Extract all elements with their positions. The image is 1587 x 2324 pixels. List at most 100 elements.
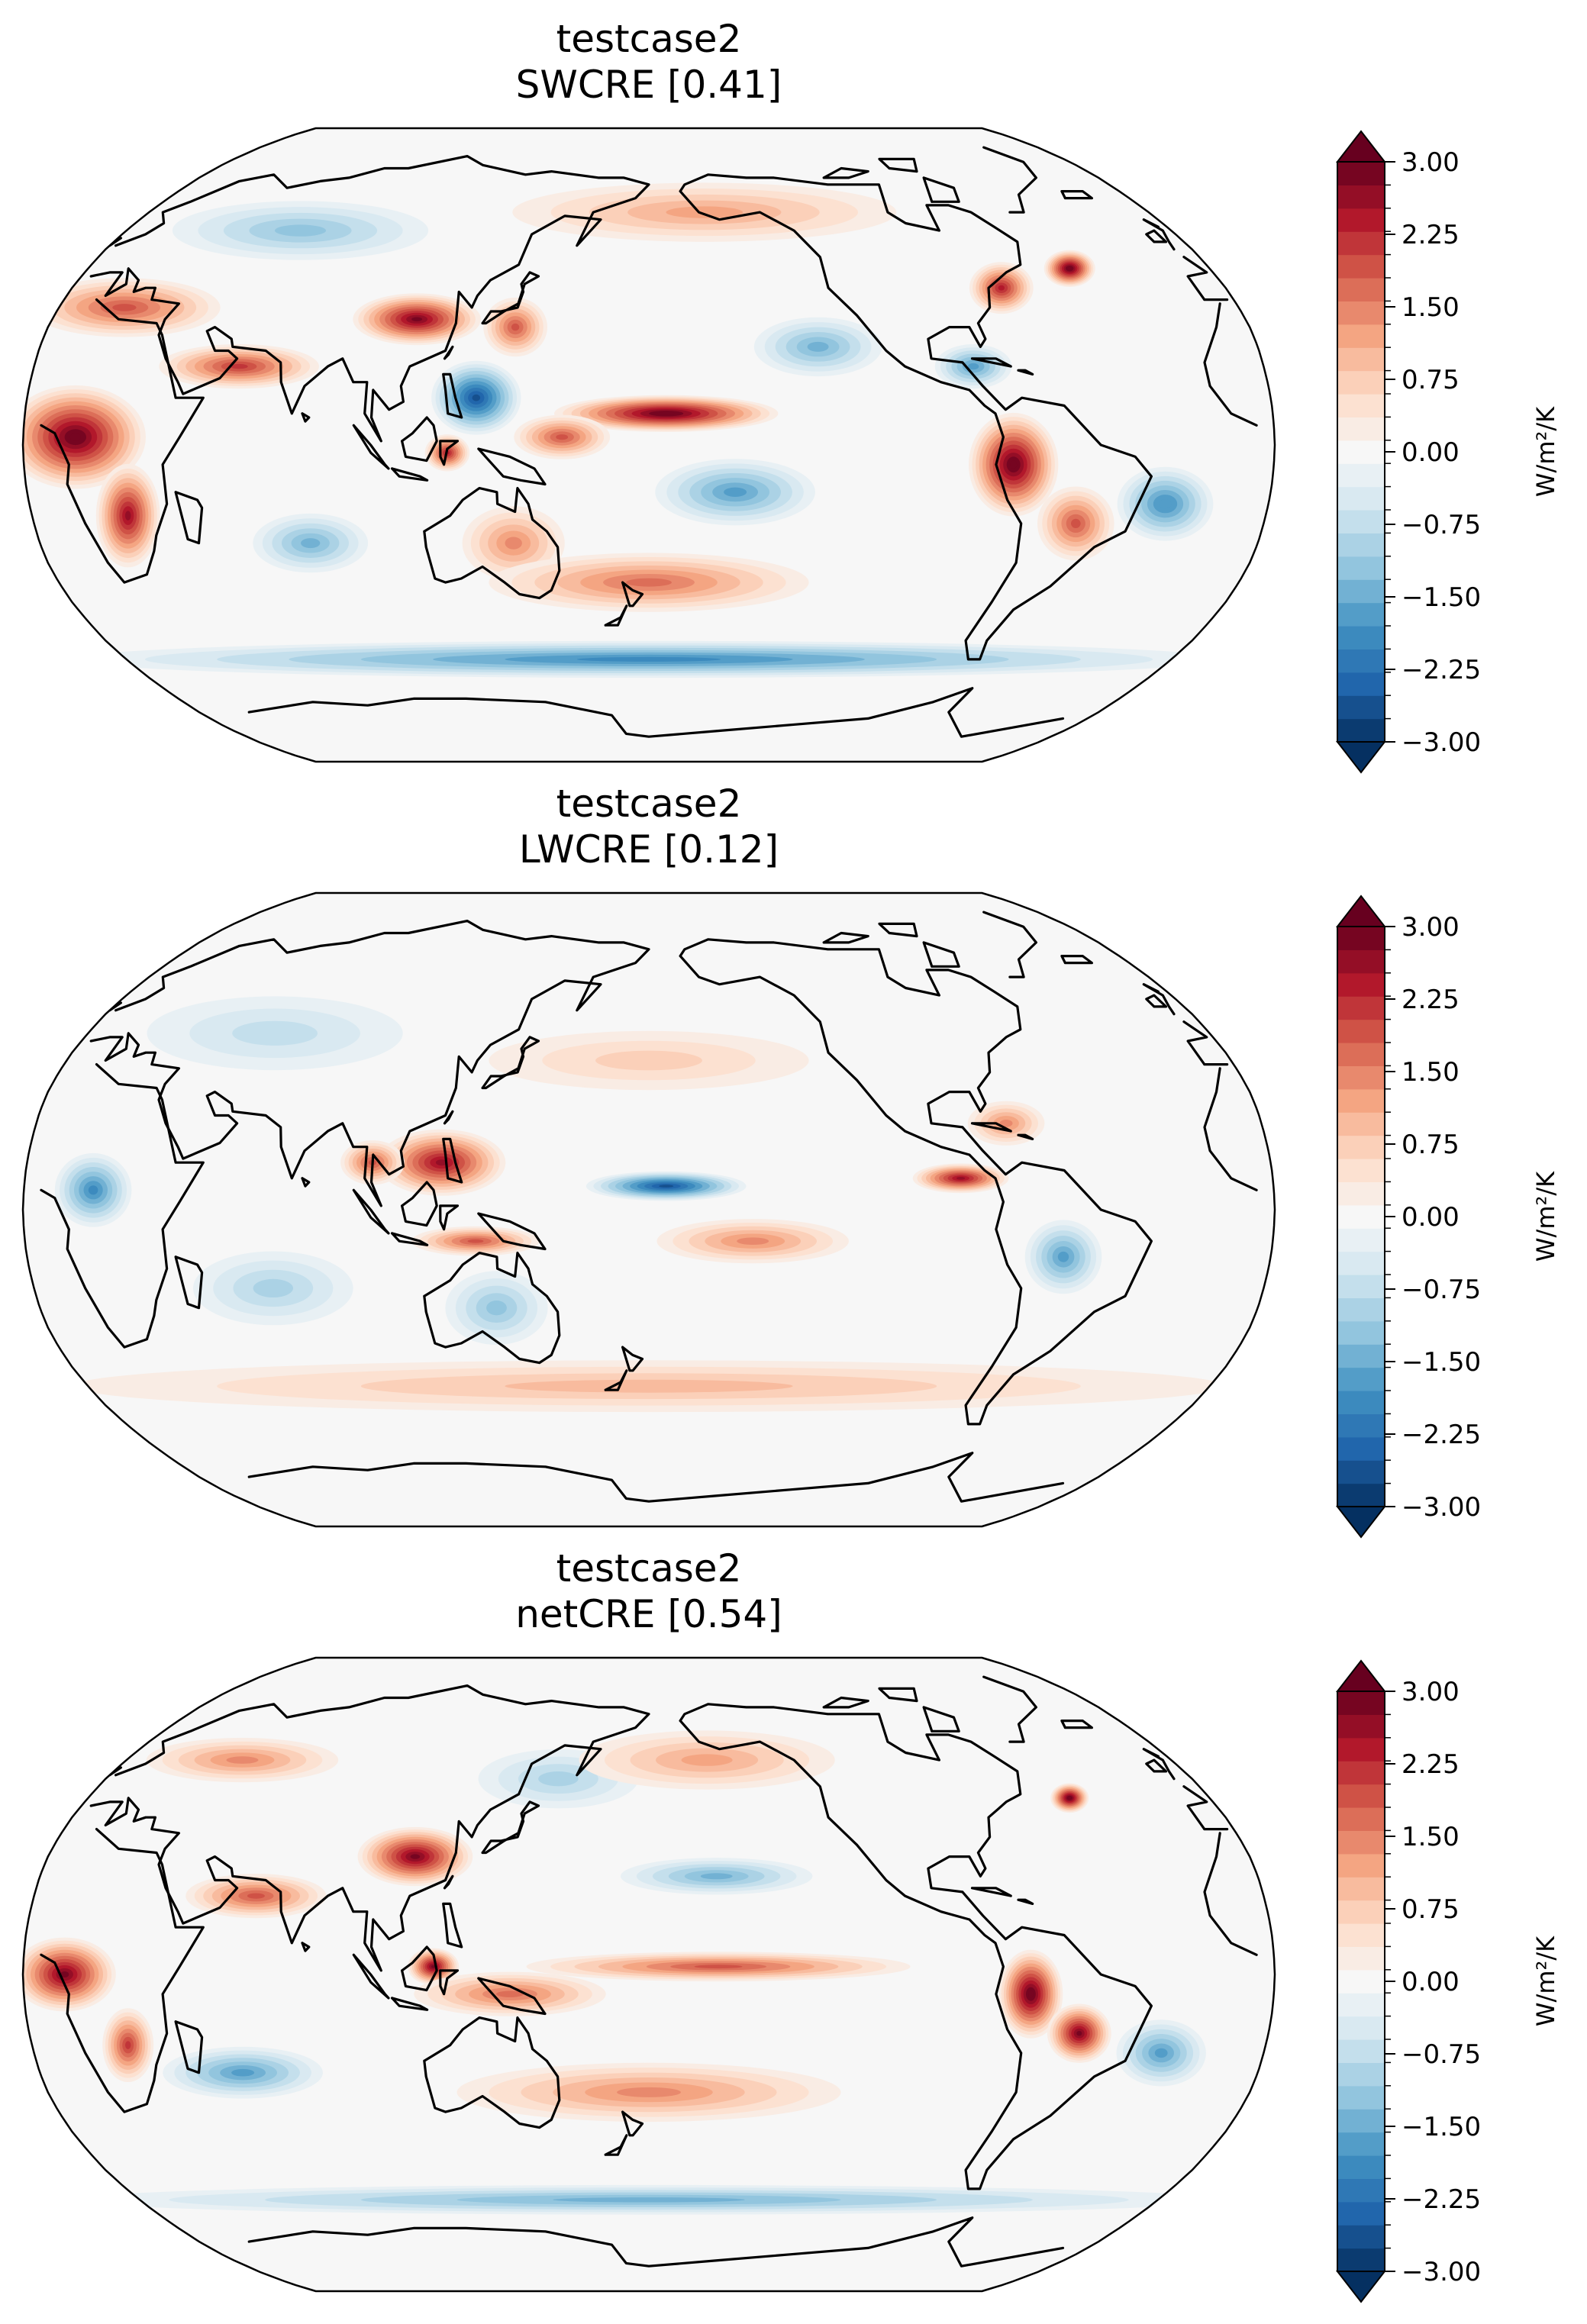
- colorbar-segment: [1337, 2225, 1385, 2249]
- coastline: [439, 1969, 460, 1996]
- contour-level: [1159, 499, 1172, 509]
- colorbar-segment: [1337, 1251, 1385, 1275]
- colorbar-segment: [1337, 208, 1385, 232]
- contour-feature: [1050, 1783, 1089, 1813]
- coastline: [878, 922, 918, 938]
- colorbar-tick-label: −2.25: [1402, 1420, 1481, 1450]
- contour-feature: [73, 640, 1225, 679]
- colorbar-tick-label: 1.50: [1402, 292, 1460, 323]
- colorbar-tick-label: −1.50: [1402, 582, 1481, 613]
- contour-level: [226, 1756, 259, 1764]
- coastline: [89, 155, 1229, 443]
- contour-level: [411, 317, 423, 322]
- colorbar-segment: [1337, 1320, 1385, 1345]
- colorbar-extend-min: [1335, 741, 1387, 774]
- contour-feature: [163, 2046, 323, 2099]
- contour-feature: [1116, 2019, 1206, 2087]
- colorbar-segment: [1337, 1344, 1385, 1368]
- colorbar-segment: [1337, 1460, 1385, 1484]
- contour-level: [1067, 266, 1072, 270]
- contour-level: [1076, 2031, 1082, 2036]
- colorbar-segment: [1337, 602, 1385, 627]
- colorbar-tick-label: −0.75: [1402, 2039, 1481, 2070]
- contour-feature: [456, 2062, 841, 2123]
- coastline: [1060, 190, 1093, 200]
- contour-feature: [431, 360, 521, 435]
- contour-level: [467, 1239, 484, 1243]
- coastline: [443, 1110, 454, 1125]
- colorbar-extend-min: [1335, 1506, 1387, 1539]
- contour-level: [556, 434, 569, 440]
- colorbar-tick-label: −3.00: [1402, 2257, 1481, 2287]
- coastline: [822, 166, 869, 179]
- coastline: [352, 1188, 390, 1235]
- contour-feature: [147, 996, 403, 1071]
- field-background: [23, 893, 1275, 1526]
- coastline: [442, 1137, 463, 1184]
- colorbar-extend-max: [1335, 894, 1387, 927]
- coastline: [1017, 1133, 1034, 1140]
- colorbar-segment: [1337, 1297, 1385, 1322]
- colorbar-segment: [1337, 1737, 1385, 1762]
- contour-level: [505, 1379, 793, 1393]
- colorbar-tick-label: 0.00: [1402, 437, 1460, 468]
- coastline: [443, 345, 454, 360]
- colorbar-segment: [1337, 1391, 1385, 1414]
- colorbar-segment: [1337, 1413, 1385, 1438]
- contour-feature: [998, 1949, 1063, 2039]
- colorbar-segment: [1337, 1807, 1385, 1831]
- colorbar-segment: [1337, 1275, 1385, 1298]
- colorbar-tick-label: −3.00: [1402, 727, 1481, 758]
- contour-feature: [554, 395, 779, 432]
- contour-feature: [753, 317, 882, 377]
- contour-feature: [512, 182, 897, 242]
- colorbar-segment: [1337, 533, 1385, 557]
- contour-level: [486, 1301, 507, 1316]
- coastline: [40, 1828, 1258, 2113]
- contour-feature: [159, 344, 319, 389]
- coastline: [391, 1232, 429, 1246]
- colorbar-segment: [1337, 1181, 1385, 1206]
- globe-outline: [21, 127, 1276, 763]
- contour-level: [247, 1893, 265, 1899]
- contour-level: [60, 1971, 69, 1977]
- colorbar-segment: [1337, 1691, 1385, 1715]
- contour-feature: [73, 1360, 1225, 1413]
- colorbar-segment: [1337, 1853, 1385, 1878]
- map-robinson: [21, 891, 1276, 1528]
- colorbar-segment: [1337, 2155, 1385, 2179]
- colorbar-tick-label: 2.25: [1402, 1749, 1460, 1780]
- contour-feature: [462, 506, 565, 580]
- panel-title-line1: testcase2: [556, 1546, 742, 1591]
- coastline: [982, 911, 1037, 978]
- contour-feature: [934, 344, 1012, 389]
- colorbar-segment: [1337, 2109, 1385, 2133]
- contour-level: [125, 2041, 131, 2050]
- coastline: [481, 1800, 540, 1855]
- contour-feature: [1117, 466, 1214, 541]
- colorbar-segment: [1337, 1135, 1385, 1159]
- contour-feature: [969, 262, 1034, 314]
- coastline: [1145, 1758, 1168, 1773]
- contour-level: [724, 487, 747, 497]
- colorbar-segment: [1337, 254, 1385, 279]
- colorbar-segment: [1337, 695, 1385, 720]
- colorbar-segment: [1337, 672, 1385, 696]
- colorbar-segment: [1337, 996, 1385, 1020]
- colorbar-segment: [1337, 185, 1385, 209]
- contour-level: [538, 1771, 579, 1787]
- coastline: [391, 1997, 429, 2011]
- coastline: [922, 941, 960, 968]
- contour-feature: [483, 297, 547, 357]
- contour-level: [1010, 460, 1018, 469]
- colorbar-tick-label: 3.00: [1402, 1677, 1460, 1707]
- colorbar-tick-label: 1.50: [1402, 1057, 1460, 1088]
- colorbar-segment: [1337, 1204, 1385, 1229]
- colorbar-tick-label: 3.00: [1402, 147, 1460, 178]
- coastline: [878, 1687, 918, 1703]
- panel-netcre: testcase2 netCRE [0.54] 3.00 2.25 1.50 0.75…: [21, 1546, 1560, 2303]
- contour-level: [807, 341, 829, 352]
- colorbar-tick-label: 0.00: [1402, 1202, 1460, 1233]
- coastline: [423, 487, 561, 600]
- coastline: [352, 424, 390, 470]
